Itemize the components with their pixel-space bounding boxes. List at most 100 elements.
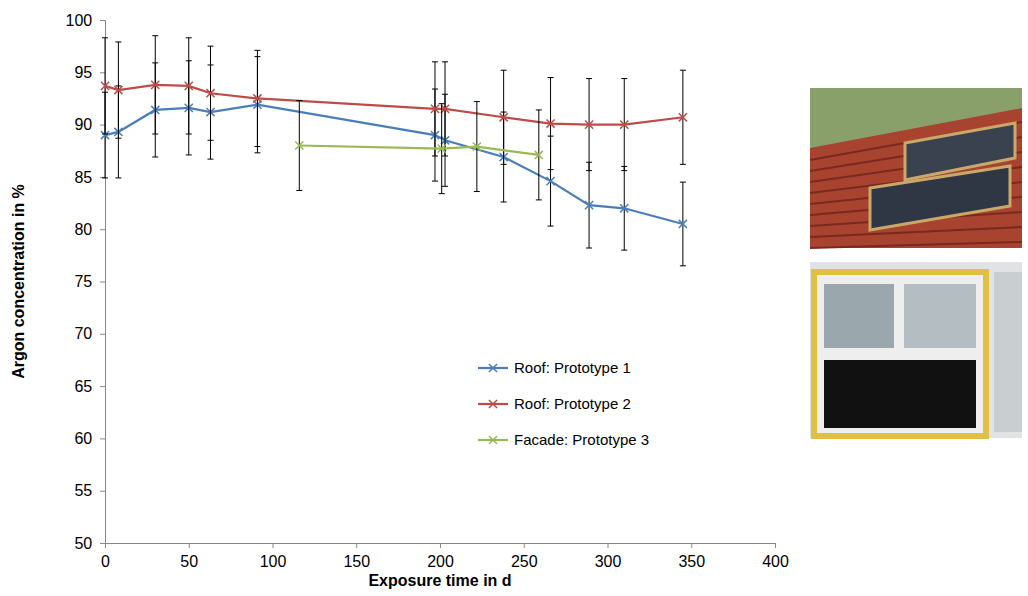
tick-mark [691,543,692,548]
axis-line [100,21,106,544]
error-bar-cap [254,50,260,51]
error-bar-cap [186,134,192,135]
marker [185,82,193,90]
marker [114,86,122,94]
error-bar-cap [186,37,192,38]
series [295,101,543,200]
tick-mark [356,543,357,548]
tick-mark [100,543,105,544]
tick: 50 [74,535,105,552]
tick: 70 [74,325,105,342]
error-bar-cap [501,164,507,165]
marker [101,82,109,90]
legend-item: Facade: Prototype 3 [478,431,649,448]
chart: 0501001502002503003504005055606570758085… [0,0,1028,596]
error-bar-cap [208,46,214,47]
marker [620,204,628,212]
tick: 50 [180,543,198,570]
legend-marker [489,436,497,444]
tick-label: 100 [260,553,287,570]
tick-label: 350 [678,553,705,570]
marker [679,113,687,121]
marker [585,201,593,209]
marker [151,81,159,89]
error-bar-cap [680,164,686,165]
tick-label: 70 [74,325,92,342]
legend-item: Roof: Prototype 2 [478,395,631,412]
tick-label: 0 [101,553,110,570]
legend-marker [489,364,497,372]
tick: 85 [74,169,105,186]
tick: 80 [74,221,105,238]
tick-label: 65 [74,378,92,395]
axis-line [106,544,776,549]
error-bar-cap [680,265,686,266]
line [299,146,539,155]
error-bar-cap [254,152,260,153]
tick-label: 100 [65,12,92,29]
x-axis: 050100150200250300350400 [101,543,789,570]
line [105,85,683,125]
marker [473,142,481,150]
tick: 75 [74,273,105,290]
error-bar-cap [536,199,542,200]
error-bar-cap [548,169,554,170]
legend-item: Roof: Prototype 1 [478,359,631,376]
tick: 0 [101,543,110,570]
photo-background [810,88,1022,248]
facade-photo [810,262,1022,438]
tick-label: 80 [74,221,92,238]
marker [431,105,439,113]
tick-label: 90 [74,116,92,133]
tick: 95 [74,64,105,81]
marker [620,121,628,129]
tick-mark [100,282,105,283]
tick: 400 [762,543,789,570]
tick-label: 150 [343,553,370,570]
error-bar-cap [442,61,448,62]
marker [535,151,543,159]
tick: 90 [74,116,105,133]
tick-mark [100,438,105,439]
error-bar-cap [621,170,627,171]
error-bar-cap [442,155,448,156]
tick-label: 400 [762,553,789,570]
error-bar-cap [432,155,438,156]
photo-wall [994,272,1022,432]
tick: 100 [65,12,105,29]
error-bar-cap [621,250,627,251]
tick-mark [100,20,105,21]
error-bar-cap [432,61,438,62]
tick-mark [524,543,525,548]
tick: 300 [595,543,622,570]
tick: 65 [74,378,105,395]
tick-label: 95 [74,64,92,81]
tick-label: 50 [180,553,198,570]
photo-tile-row [810,242,1022,248]
error-bar-cap [501,202,507,203]
tick: 60 [74,430,105,447]
photo-roof [810,108,1022,248]
y-axis: 50 55 60 65 70 75 80 85 90 95 100 [65,12,105,552]
tick-mark [100,125,105,126]
error-bar-cap [548,77,554,78]
error-bar-cap [102,177,108,178]
tick-label: 85 [74,169,92,186]
error-bar-cap [439,103,445,104]
error-bar-cap [586,248,592,249]
marker [253,94,261,102]
error-bar-cap [115,41,121,42]
tick-mark [608,543,609,548]
error-bar-cap [586,78,592,79]
tick-label: 300 [595,553,622,570]
tick-mark [273,543,274,548]
error-bar-cap [680,182,686,183]
photo-pane [824,360,976,428]
photo-window-frame [814,272,986,436]
tick: 55 [74,482,105,499]
error-bar-cap [186,154,192,155]
tick-label: 50 [74,535,92,552]
error-bar-cap [474,191,480,192]
error-bar-cap [115,177,121,178]
error-bar-cap [548,226,554,227]
